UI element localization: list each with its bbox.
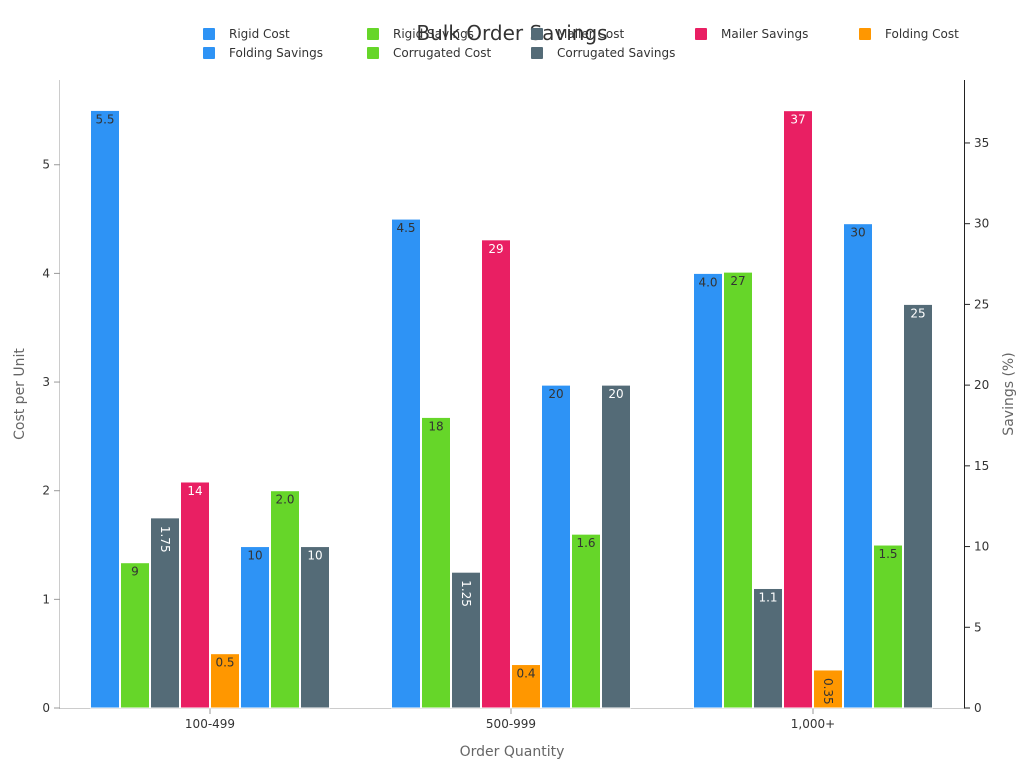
- y2-axis-title: Savings (%): [1001, 352, 1017, 435]
- folding-cost-bar: [813, 669, 843, 709]
- mailer-savings-bar: [783, 110, 813, 709]
- corrugated-savings-bar: [601, 384, 631, 709]
- mailer-cost-data-label: 1.25: [459, 580, 473, 607]
- legend-swatch-mailer-savings: [695, 28, 707, 40]
- right-tick-label: 30: [974, 217, 989, 231]
- corrugated-cost-data-label: 1.5: [878, 547, 897, 561]
- legend-label-folding-savings: Folding Savings: [229, 46, 323, 60]
- left-axis-ticks: 0 1 2 3 4 5: [42, 158, 60, 715]
- legend-swatch-corrugated-cost: [367, 47, 379, 59]
- x-axis-title: Order Quantity: [460, 744, 565, 760]
- folding-savings-data-label: 30: [850, 226, 865, 240]
- data-labels: 5.5 4.5 4.0 9 18 27 1.75 1.25 1.1 14 29 37 0.5 0.4 0.3…: [95, 112, 925, 704]
- right-tick-label: 20: [974, 378, 989, 392]
- corrugated-savings-data-label: 25: [910, 306, 925, 320]
- legend-label-corrugated-cost: Corrugated Cost: [393, 46, 491, 60]
- corrugated-savings-data-label: 20: [608, 387, 623, 401]
- chart-title: Bulk Order Savings: [416, 21, 607, 45]
- legend-label-rigid-savings: Rigid Savings: [393, 27, 474, 41]
- mailer-cost-bar: [150, 517, 180, 709]
- left-tick-label: 5: [42, 158, 50, 172]
- rigid-savings-bar: [120, 562, 150, 709]
- folding-savings-data-label: 10: [247, 549, 262, 563]
- folding-savings-data-label: 20: [548, 387, 563, 401]
- left-tick-label: 2: [42, 484, 50, 498]
- folding-cost-data-label: 0.35: [821, 678, 835, 705]
- left-tick-label: 3: [42, 375, 50, 389]
- corrugated-cost-data-label: 1.6: [576, 536, 595, 550]
- right-tick-label: 10: [974, 540, 989, 554]
- folding-cost-data-label: 0.5: [215, 656, 234, 670]
- legend-label-mailer-savings: Mailer Savings: [721, 27, 808, 41]
- folding-savings-bar: [541, 384, 571, 709]
- rigid-savings-data-label: 27: [730, 274, 745, 288]
- legend-label-folding-cost: Folding Cost: [885, 27, 959, 41]
- category-tick-labels: 100-499 500-999 1,000+: [185, 708, 835, 731]
- x-tick-label: 1,000+: [791, 717, 835, 731]
- mailer-cost-data-label: 1.1: [758, 590, 777, 604]
- right-tick-label: 0: [974, 701, 982, 715]
- rigid-cost-bar: [391, 218, 421, 709]
- mailer-savings-bar: [481, 239, 511, 709]
- rigid-savings-data-label: 18: [428, 419, 443, 433]
- legend-label-rigid-cost: Rigid Cost: [229, 27, 290, 41]
- rigid-cost-data-label: 4.0: [698, 275, 717, 289]
- left-tick-label: 1: [42, 592, 50, 606]
- x-tick-label: 500-999: [486, 717, 536, 731]
- rigid-cost-bar: [90, 109, 120, 709]
- folding-cost-bar: [210, 653, 240, 709]
- mailer-savings-data-label: 29: [488, 242, 503, 256]
- rigid-savings-bar: [723, 271, 753, 709]
- rigid-savings-bar: [421, 416, 451, 709]
- x-tick-label: 100-499: [185, 717, 235, 731]
- rigid-cost-data-label: 4.5: [396, 221, 415, 235]
- right-tick-label: 25: [974, 297, 989, 311]
- legend-swatch-rigid-savings: [367, 28, 379, 40]
- legend-label-corrugated-savings: Corrugated Savings: [557, 46, 675, 60]
- mailer-savings-data-label: 14: [187, 484, 202, 498]
- rigid-cost-bar: [693, 272, 723, 709]
- corrugated-cost-data-label: 2.0: [275, 493, 294, 507]
- mailer-cost-data-label: 1.75: [158, 526, 172, 553]
- corrugated-savings-data-label: 10: [307, 549, 322, 563]
- folding-cost-data-label: 0.4: [516, 667, 535, 681]
- right-tick-label: 15: [974, 459, 989, 473]
- mailer-cost-bar: [451, 571, 481, 709]
- legend-swatch-corrugated-savings: [531, 47, 543, 59]
- legend: Rigid Cost Rigid Savings Mailer Cost Mailer…: [203, 27, 959, 60]
- corrugated-cost-bar: [571, 533, 601, 709]
- folding-savings-bar: [843, 223, 873, 709]
- legend-swatch-rigid-cost: [203, 28, 215, 40]
- right-tick-label: 35: [974, 136, 989, 150]
- rigid-cost-data-label: 5.5: [95, 112, 114, 126]
- corrugated-savings-bar: [903, 303, 933, 709]
- mailer-cost-bar: [753, 587, 783, 709]
- right-tick-label: 5: [974, 620, 982, 634]
- folding-savings-bar: [240, 546, 270, 709]
- mailer-savings-data-label: 37: [790, 113, 805, 127]
- mailer-savings-bar: [180, 481, 210, 709]
- legend-swatch-mailer-cost: [531, 28, 543, 40]
- legend-swatch-folding-savings: [203, 47, 215, 59]
- legend-swatch-folding-cost: [859, 28, 871, 40]
- right-axis-ticks: 0 5 10 15 20 25 30 35: [964, 136, 989, 715]
- rigid-savings-data-label: 9: [131, 565, 139, 579]
- left-tick-label: 0: [42, 701, 50, 715]
- folding-cost-bar: [511, 664, 541, 709]
- corrugated-cost-bar: [873, 544, 903, 709]
- bar-series: [90, 109, 933, 709]
- left-tick-label: 4: [42, 266, 50, 280]
- y-axis-title: Cost per Unit: [12, 348, 28, 440]
- legend-label-mailer-cost: Mailer Cost: [557, 27, 624, 41]
- corrugated-cost-bar: [270, 490, 300, 709]
- corrugated-savings-bar: [300, 546, 330, 709]
